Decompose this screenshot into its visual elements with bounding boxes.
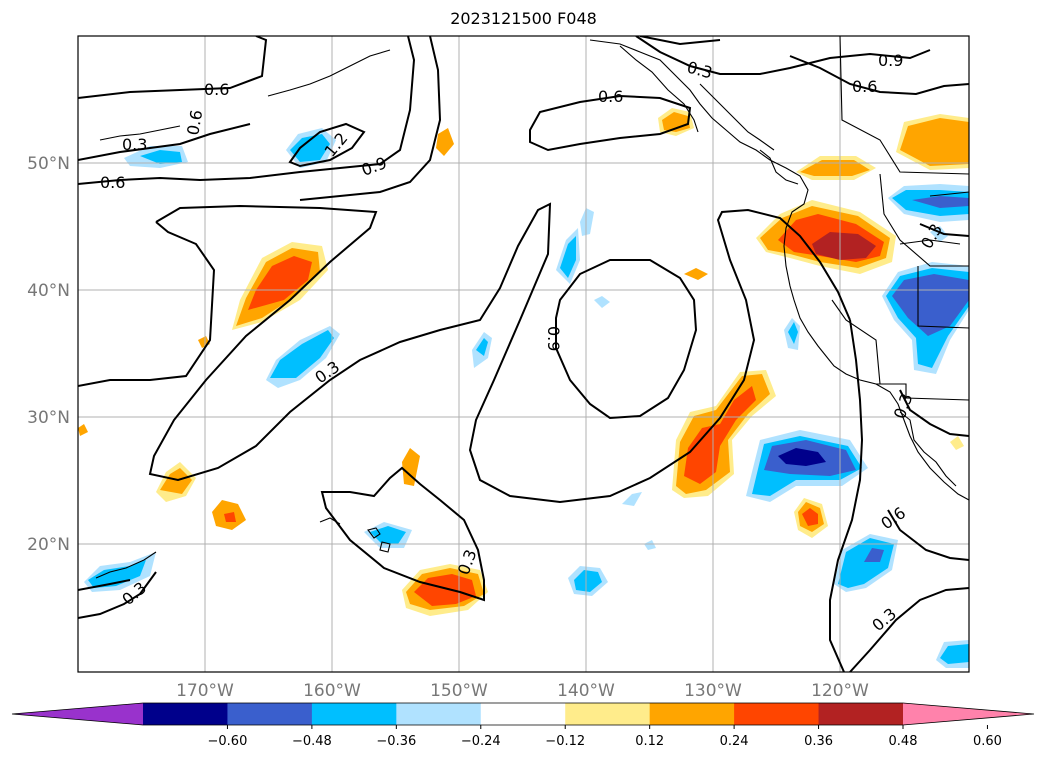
colorbar-segment [227,703,313,725]
cold-anomaly [644,540,656,550]
contour-lines [78,36,969,672]
warm-anomaly [812,232,876,260]
colorbar-tick-label: −0.12 [545,734,585,749]
colorbar-tick-label: 0.12 [635,734,664,749]
cold-anomaly [370,526,406,544]
colorbar-segment [480,703,566,725]
cold-anomaly [574,570,602,592]
cold-anomaly [864,548,884,562]
warm-anomaly [684,386,756,484]
map-title: 2023121500 F048 [450,9,597,28]
lon-label: 140°W [557,681,615,701]
colorbar-segment [396,703,482,725]
colorbar-segment [311,703,397,725]
latitude-labels: 50°N 40°N 30°N 20°N [27,154,70,555]
cold-anomaly [912,196,969,208]
contour-label: 0.6 [598,87,623,106]
lon-label: 120°W [811,681,869,701]
warm-anomaly [436,128,454,156]
colorbar-tick-label: 0.24 [720,734,749,749]
warm-anomaly [160,468,192,494]
coastlines [95,36,969,579]
warm-anomaly [248,256,312,310]
colorbar-segment [818,703,904,725]
warm-anomaly [684,268,708,280]
lon-label: 130°W [684,681,742,701]
cold-anomaly [594,296,610,308]
colorbar-tick-label: −0.36 [376,734,416,749]
contour-label: 0.6 [204,80,229,99]
contour-label: 0.9 [544,326,563,351]
colorbar-tick-label: −0.24 [461,734,501,749]
warm-anomaly [950,436,964,450]
warm-anomaly [900,118,969,166]
gridlines [78,36,969,672]
lat-label: 30°N [27,408,70,428]
colorbar-tick-label: 0.36 [804,734,833,749]
cold-anomaly [778,448,826,466]
lon-label: 170°W [176,681,234,701]
warm-anomaly [802,508,818,526]
colorbar: −0.60 −0.48 −0.36 −0.24 −0.12 0.12 0.24 0.36 0.4… [11,702,1035,749]
cold-anomaly [270,330,334,378]
warm-anomaly [224,512,236,522]
lat-label: 50°N [27,154,70,174]
contour-label: 0.6 [100,173,125,192]
cold-anomaly [476,338,488,356]
warm-anomaly [662,112,690,132]
colorbar-extend-max [903,703,1034,725]
map-panel: 0.6 0.6 0.6 1.2 0.9 0.3 0.6 0.9 0.6 0.3 … [78,36,969,672]
contour-label: 0.6 [852,77,877,96]
colorbar-extend-min [12,703,143,725]
colorbar-segment [143,703,228,725]
warm-anomaly [414,574,476,606]
cold-anomaly [622,492,642,506]
colorbar-tick-label: 0.48 [889,734,918,749]
contour-label: 0.9 [878,51,903,70]
contour-label: 0.6 [183,108,206,136]
lat-label: 20°N [27,535,70,555]
longitude-labels: 170°W 160°W 150°W 140°W 130°W 120°W [176,681,869,701]
cold-anomaly [290,134,330,162]
ocean-background [78,36,969,672]
lat-label: 40°N [27,281,70,301]
colorbar-outline [11,702,1035,726]
cold-anomaly [788,322,798,344]
lon-label: 150°W [430,681,488,701]
cold-anomaly [940,644,969,664]
colorbar-segment [565,703,651,725]
colorbar-tick-label: −0.48 [292,734,332,749]
colorbar-segment [649,703,735,725]
warm-anomaly [78,424,88,436]
contour-label: 0.3 [122,135,147,154]
warm-anomaly [800,160,870,176]
map-frame [77,35,970,673]
cold-anomaly [560,236,576,278]
cold-anomaly [580,208,594,236]
colorbar-segment [734,703,820,725]
lon-label: 160°W [303,681,361,701]
cold-anomaly [140,150,182,164]
colorbar-tick-label: −0.60 [208,734,248,749]
warm-anomaly [402,448,420,486]
cold-anomaly [88,560,146,588]
colorbar-tick-label: 0.60 [973,734,1002,749]
